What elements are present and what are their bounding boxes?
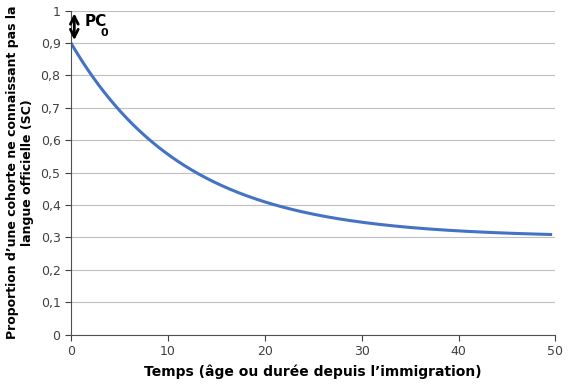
X-axis label: Temps (âge ou durée depuis l’immigration): Temps (âge ou durée depuis l’immigration…: [145, 365, 482, 380]
Text: PC: PC: [84, 14, 107, 29]
Y-axis label: Proportion d’une cohorte ne connaissant pas la
langue officielle (SC): Proportion d’une cohorte ne connaissant …: [6, 6, 34, 339]
Text: 0: 0: [101, 28, 109, 38]
